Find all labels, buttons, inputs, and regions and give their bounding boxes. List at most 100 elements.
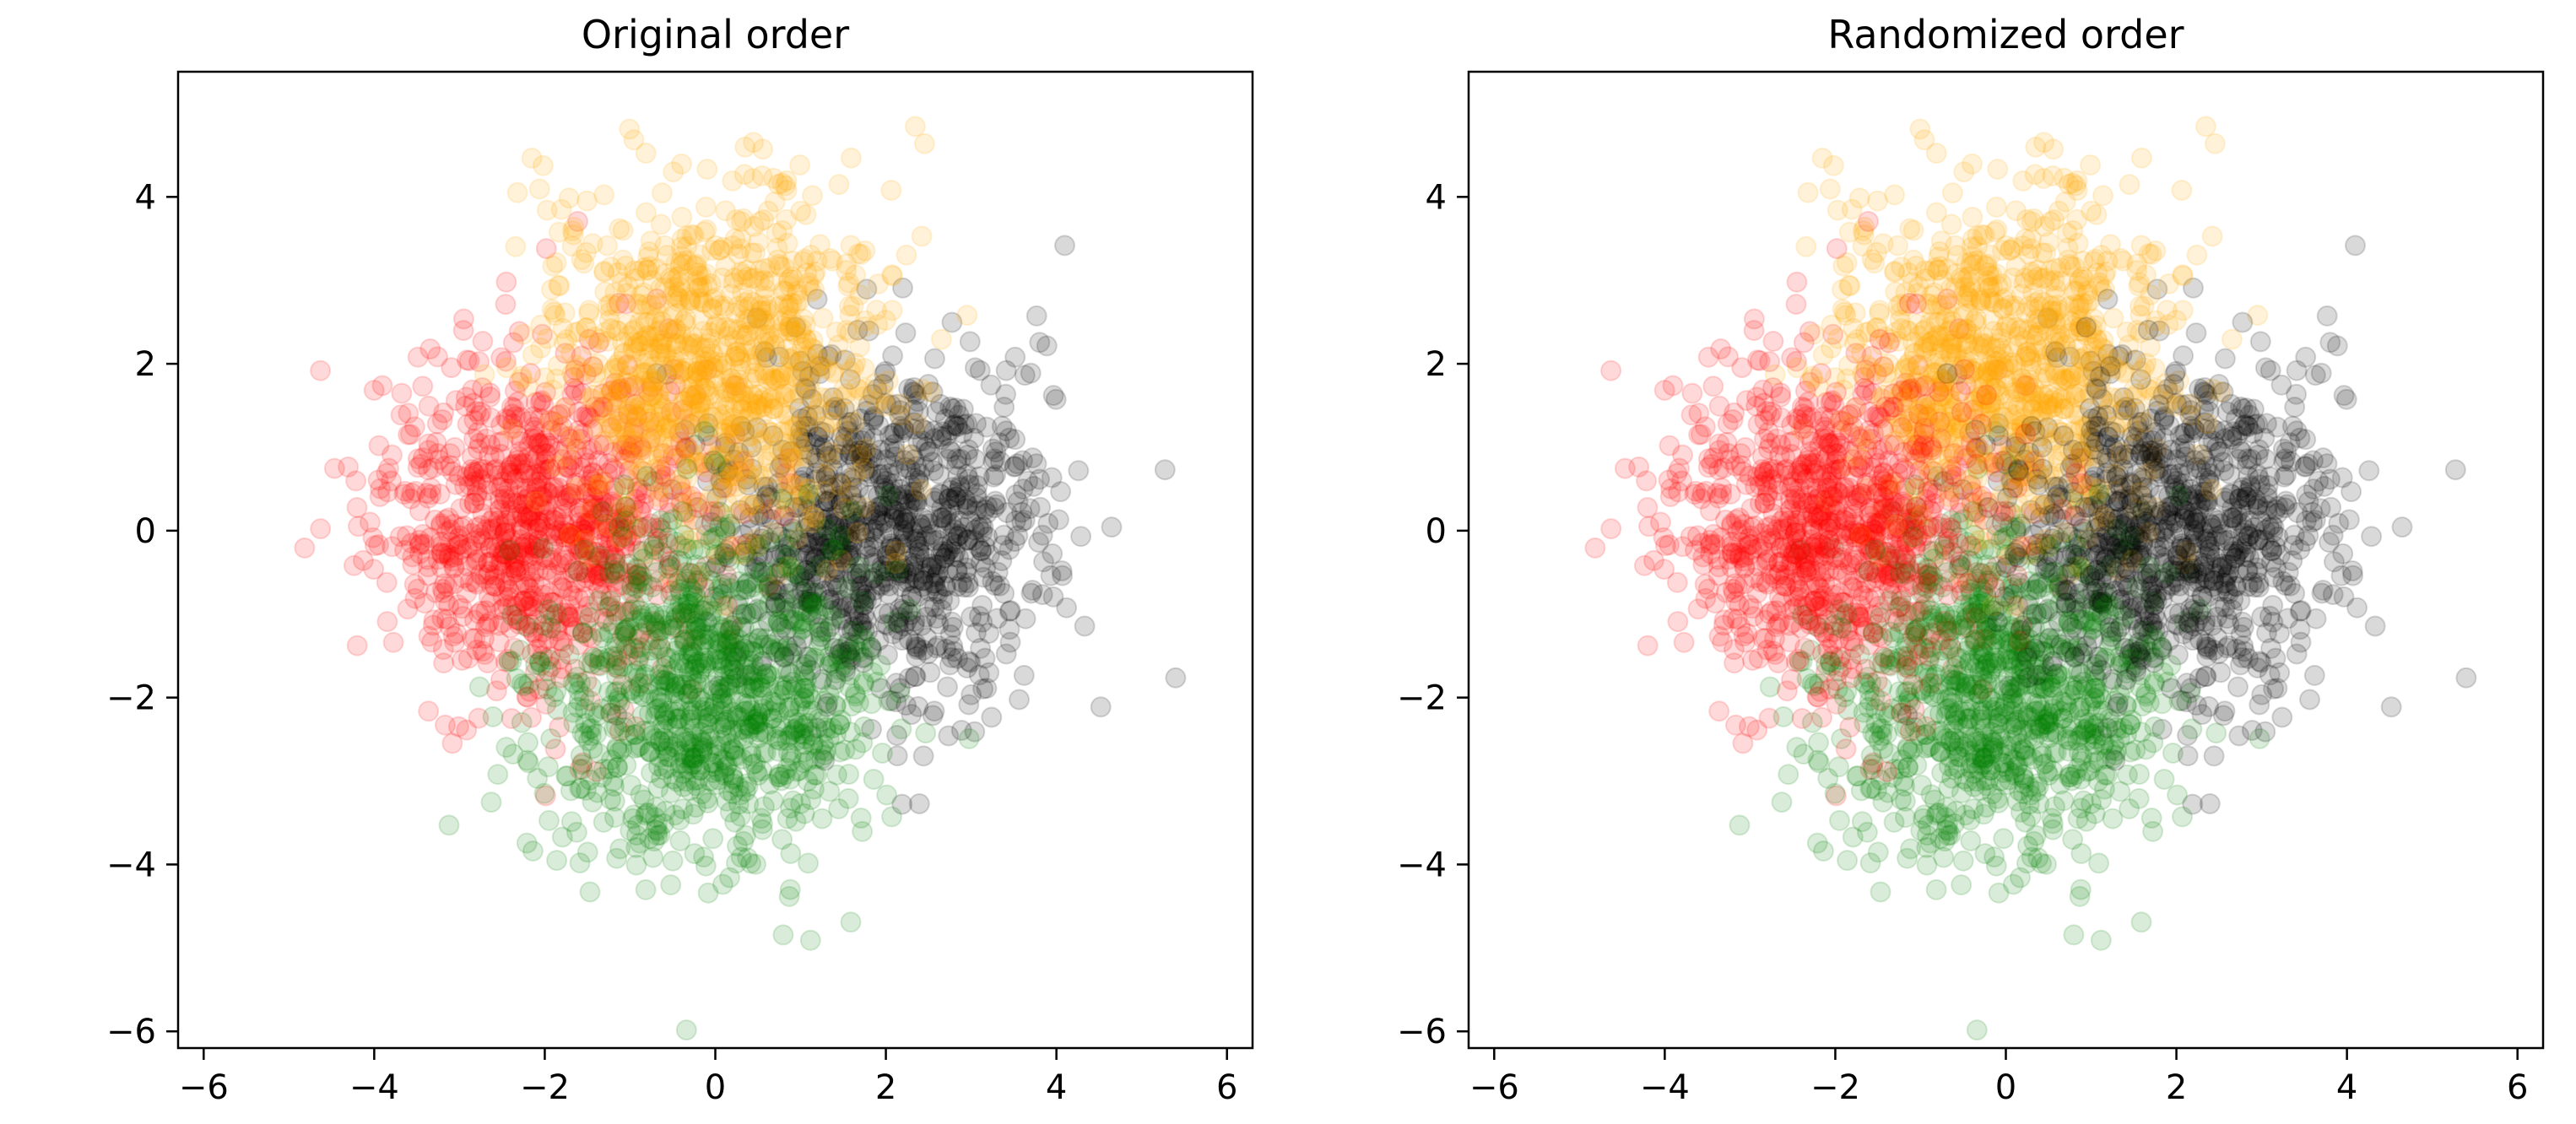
data-point [552, 577, 574, 599]
data-point [845, 494, 867, 516]
data-point [645, 705, 667, 727]
data-point [844, 511, 866, 532]
data-point [844, 463, 866, 485]
data-point [739, 405, 760, 427]
data-point [1826, 238, 1848, 260]
data-point [794, 473, 816, 494]
data-point [916, 606, 938, 628]
data-point [868, 273, 889, 295]
data-point [715, 432, 737, 454]
data-point [814, 690, 836, 712]
data-point [932, 540, 954, 562]
data-point [789, 484, 811, 506]
data-point [501, 504, 522, 526]
data-point [923, 572, 944, 594]
data-point [508, 559, 530, 581]
data-point [915, 722, 937, 744]
data-point [578, 303, 600, 324]
data-point [744, 558, 766, 580]
data-point [702, 828, 724, 850]
data-point [652, 657, 674, 679]
data-point [628, 516, 649, 538]
data-point [506, 181, 528, 203]
data-point [862, 447, 884, 469]
data-point [977, 526, 998, 548]
data-point [968, 664, 990, 686]
data-point [840, 649, 862, 671]
data-point [1045, 388, 1067, 410]
data-point [767, 473, 789, 494]
data-point [960, 511, 981, 532]
data-point [436, 608, 457, 630]
data-point [737, 546, 759, 567]
data-point [500, 419, 522, 440]
data-point [764, 579, 786, 601]
data-point [966, 622, 987, 644]
data-point [818, 451, 840, 473]
data-point [844, 683, 866, 705]
data-point [966, 413, 987, 435]
data-point [836, 596, 858, 618]
data-point [912, 570, 934, 592]
data-point [941, 646, 962, 668]
data-point [906, 636, 928, 658]
data-point [571, 604, 593, 626]
data-point [828, 597, 850, 619]
data-point [542, 592, 564, 613]
data-point [856, 400, 878, 422]
data-point [587, 565, 609, 586]
data-point [576, 780, 597, 801]
data-point [612, 574, 634, 596]
data-point [541, 299, 563, 321]
data-point [863, 535, 885, 557]
data-point [529, 408, 551, 430]
data-point [427, 346, 448, 368]
data-point [825, 507, 847, 528]
data-point [839, 639, 861, 661]
data-point [1015, 608, 1036, 630]
data-point [490, 414, 512, 436]
data-point [854, 240, 876, 262]
data-point [893, 558, 915, 580]
data-point [730, 616, 752, 638]
data-point [534, 785, 556, 807]
data-point [906, 456, 928, 478]
data-point [802, 185, 823, 207]
data-point [658, 554, 680, 576]
data-point [912, 418, 933, 440]
data-point [788, 540, 810, 562]
data-point [835, 552, 857, 574]
data-point [642, 471, 664, 493]
data-point [844, 427, 865, 449]
data-point [912, 745, 934, 767]
data-point [995, 643, 1017, 665]
data-point [739, 494, 760, 516]
data-point [807, 426, 829, 448]
data-point [901, 521, 923, 543]
data-point [708, 675, 730, 697]
data-point [902, 555, 924, 577]
data-point [862, 567, 884, 589]
data-point [735, 539, 757, 561]
data-point [847, 556, 869, 578]
data-point [904, 666, 926, 688]
data-point [794, 377, 816, 399]
data-point [837, 527, 858, 548]
data-point [660, 418, 681, 440]
data-point [853, 603, 875, 625]
data-point [1023, 475, 1045, 497]
data-point [897, 444, 918, 466]
data-point [790, 470, 812, 491]
data-point [950, 720, 972, 741]
data-point [714, 435, 736, 457]
data-point [974, 499, 996, 521]
data-point [945, 397, 967, 419]
data-point [746, 417, 768, 439]
data-point [901, 475, 923, 497]
y-tick-label: −4 [106, 846, 156, 884]
data-point [323, 457, 345, 479]
x-tick-label: 2 [875, 1068, 896, 1107]
data-point [814, 525, 836, 547]
data-point [716, 419, 738, 440]
data-point [867, 501, 888, 523]
